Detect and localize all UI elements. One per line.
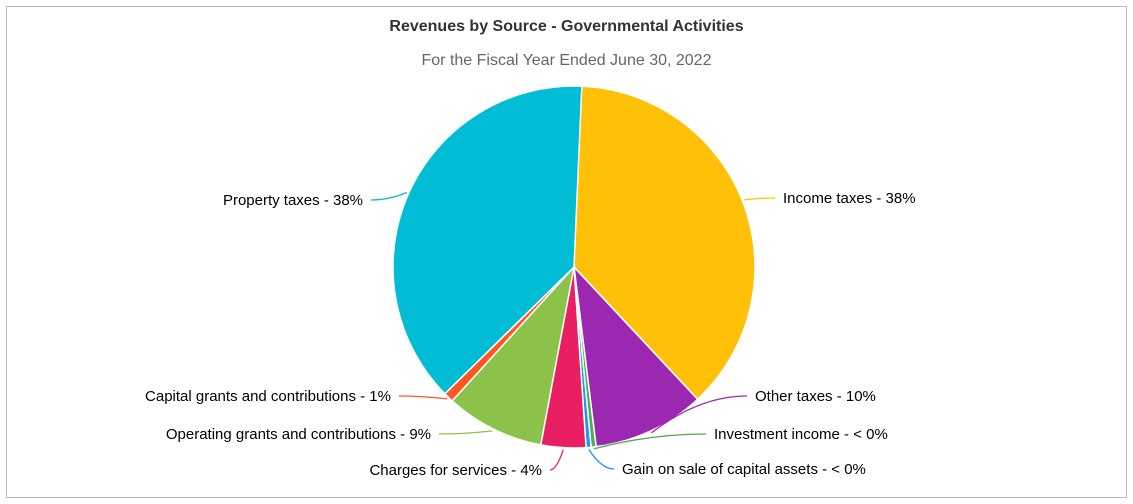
slice-label: Other taxes - 10% (755, 388, 876, 405)
slice-label: Capital grants and contributions - 1% (145, 388, 391, 405)
leader-line (370, 191, 408, 201)
slice-label: Investment income - < 0% (714, 426, 888, 443)
leader-line (588, 449, 615, 470)
slice-label: Operating grants and contributions - 9% (166, 426, 431, 443)
slice-label: Charges for services - 4% (369, 462, 542, 479)
slice-label: Income taxes - 38% (783, 190, 916, 207)
pie-slice[interactable] (572, 264, 699, 448)
chart-subtitle: For the Fiscal Year Ended June 30, 2022 (421, 52, 712, 69)
slice-label: Property taxes - 38% (223, 192, 363, 209)
pie-slice[interactable] (451, 264, 576, 446)
slice-label: Gain on sale of capital assets - < 0% (622, 461, 866, 478)
leader-line (593, 433, 707, 450)
pie-slice[interactable] (392, 85, 583, 395)
leader-line (398, 395, 448, 400)
leader-line (744, 197, 776, 201)
pie-slice[interactable] (573, 85, 756, 401)
leader-line (651, 395, 748, 434)
chart-title: Revenues by Source - Governmental Activi… (389, 18, 744, 35)
leader-line (438, 430, 493, 435)
leader-line (549, 449, 564, 471)
